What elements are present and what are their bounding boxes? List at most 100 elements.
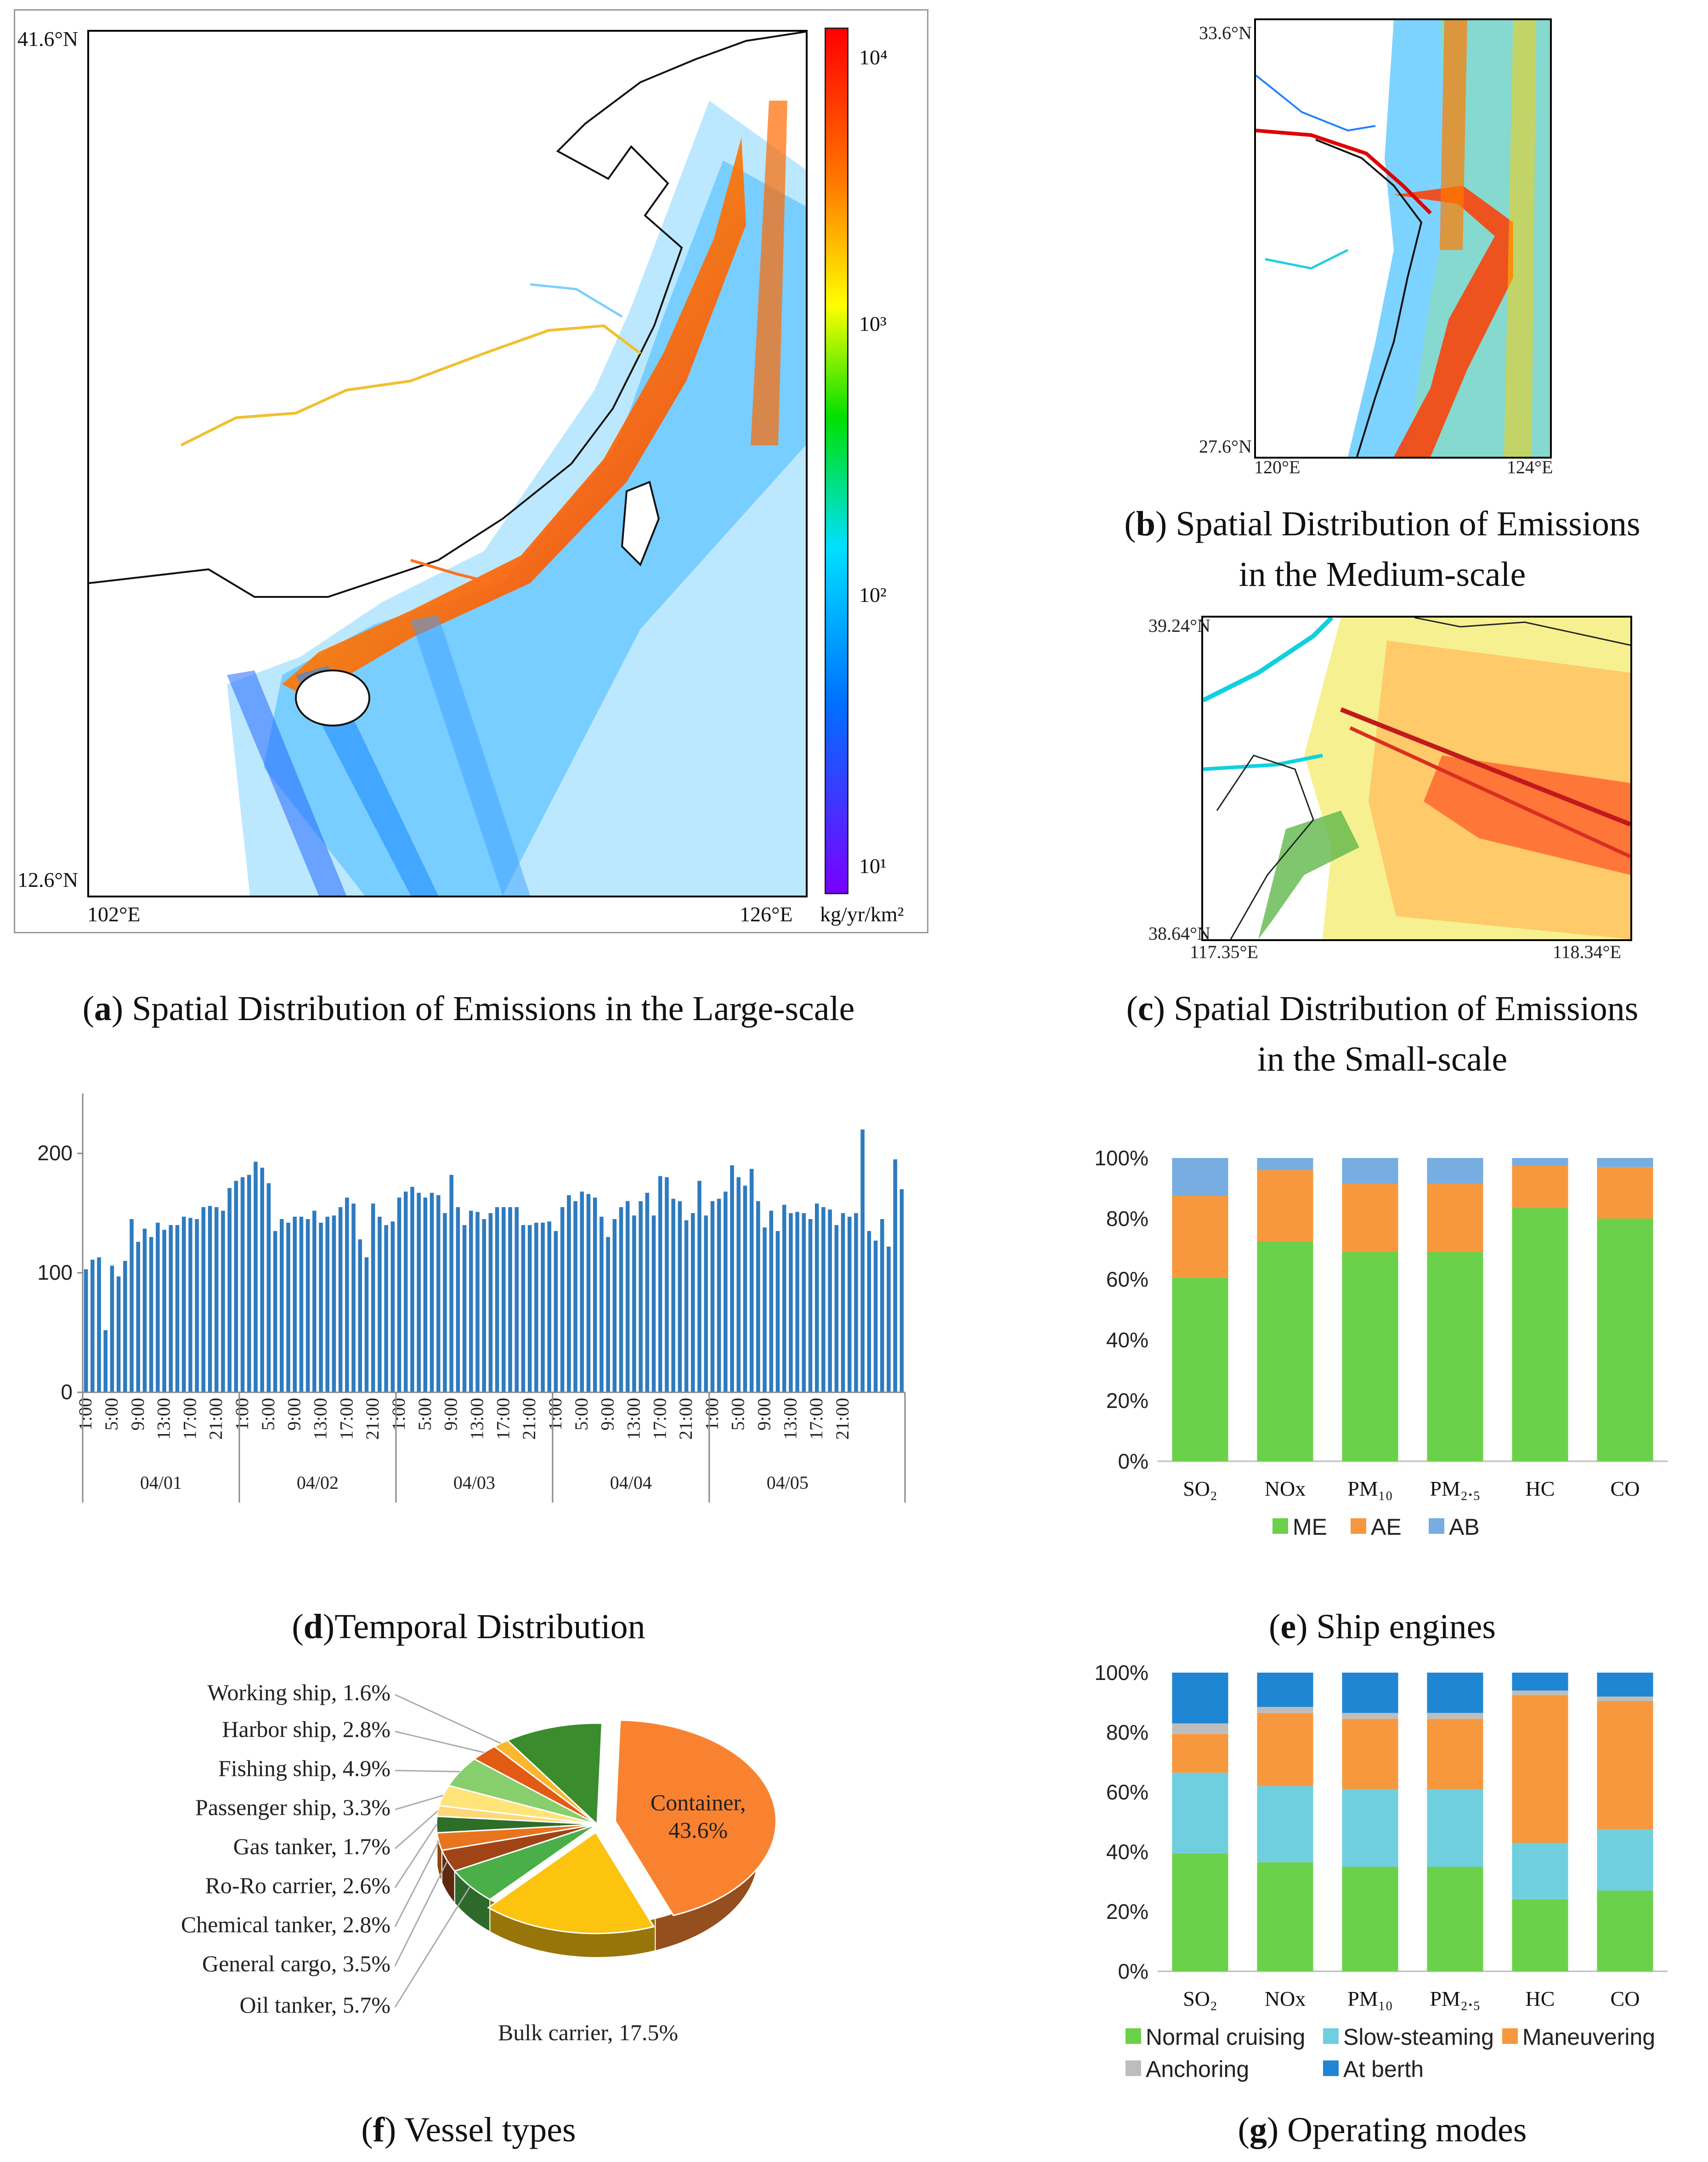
bar-d [338, 1207, 343, 1392]
chart-e: 0% 20% 40% 60% 80% 100% SO₂ NOx PM₁₀ PM₂.₅ HC CO ME A… [1094, 1146, 1668, 1540]
x-tick-label-e: PM₁₀ [1347, 1477, 1393, 1500]
map-a-lon-left: 102°E [87, 902, 141, 926]
x-tick-label-d: 1:00 [388, 1398, 409, 1430]
x-tick-label-d: 5:00 [258, 1398, 278, 1430]
pie-label-f: Gas tanker, 1.7% [233, 1833, 390, 1859]
bar-d [658, 1176, 662, 1392]
bar-d [90, 1260, 95, 1392]
x-tick-label-d: 21:00 [519, 1398, 539, 1440]
bar-d [651, 1215, 656, 1392]
bar-d [410, 1186, 414, 1392]
bar-d [586, 1194, 591, 1392]
bar-d [899, 1189, 904, 1392]
bar-e [1597, 1219, 1653, 1461]
bar-d [867, 1231, 871, 1392]
bar-d [619, 1207, 623, 1392]
bar-g [1257, 1713, 1313, 1786]
bar-d [541, 1222, 545, 1392]
bar-d [521, 1225, 526, 1392]
pie-label-bulk: Bulk carrier, 17.5% [498, 2020, 678, 2045]
x-tick-label-d: 21:00 [675, 1398, 696, 1440]
bar-d [266, 1183, 271, 1392]
bar-d [854, 1213, 858, 1392]
map-a-lat-bottom: 12.6°N [17, 868, 78, 891]
bar-e [1342, 1184, 1398, 1252]
bar-d [156, 1222, 160, 1392]
bar-d [247, 1175, 251, 1392]
bar-d [423, 1197, 428, 1392]
bar-d [717, 1198, 721, 1392]
bar-d [743, 1186, 747, 1392]
map-a-lon-right: 126°E [740, 902, 793, 926]
map-a-lat-top: 41.6°N [17, 27, 78, 51]
bar-g [1257, 1862, 1313, 1971]
bar-g [1512, 1900, 1568, 1971]
bar-g [1257, 1673, 1313, 1707]
map-b-lon-right: 124°E [1507, 457, 1553, 477]
pie-leader-f [395, 1794, 443, 1810]
bar-d [260, 1168, 264, 1392]
bar-g [1597, 1701, 1653, 1830]
bar-d [495, 1207, 499, 1392]
bar-d [273, 1231, 277, 1392]
pie-label-f: General cargo, 3.5% [202, 1951, 390, 1976]
bar-d [234, 1180, 238, 1392]
legend-swatch-e [1351, 1518, 1366, 1534]
bar-g [1342, 1789, 1398, 1867]
bar-e [1257, 1170, 1313, 1242]
x-tick-label-d: 13:00 [623, 1398, 644, 1440]
y-tick-label-e: 0% [1118, 1449, 1148, 1473]
bar-d [345, 1197, 349, 1392]
x-tick-label-d: 17:00 [336, 1398, 356, 1440]
pie-label-f: Fishing ship, 4.9% [218, 1755, 390, 1781]
bar-e [1342, 1158, 1398, 1184]
bar-e [1427, 1184, 1483, 1252]
bar-g [1427, 1789, 1483, 1867]
panel-a-frame [14, 9, 928, 933]
map-a-labels: 41.6°N 12.6°N 102°E 126°E 10⁴ 10³ 10² 10… [17, 27, 904, 926]
bar-d [782, 1204, 786, 1392]
x-tick-label-e: SO₂ [1183, 1477, 1217, 1500]
x-tick-label-d: 17:00 [649, 1398, 670, 1440]
y-tick-label-e: 80% [1106, 1207, 1148, 1231]
pie-label-container: Container, [650, 1790, 746, 1816]
bar-d [332, 1215, 336, 1392]
bar-d [880, 1219, 884, 1392]
bar-d [280, 1219, 284, 1392]
legend-label-e: ME [1293, 1514, 1327, 1540]
bar-g [1342, 1867, 1398, 1971]
caption-g: (g) Operating modes [1238, 2111, 1527, 2149]
x-tick-label-g: SO₂ [1183, 1987, 1217, 2010]
bar-d [534, 1222, 538, 1392]
bar-d [814, 1203, 819, 1392]
x-tick-label-d: 9:00 [284, 1398, 305, 1430]
legend-swatch-g [1502, 2028, 1518, 2044]
colorbar-tick-1e1: 10¹ [859, 854, 887, 878]
bar-g [1172, 1853, 1228, 1971]
bar-d [462, 1225, 467, 1392]
bar-d [821, 1207, 826, 1392]
bar-d [606, 1237, 610, 1392]
bar-g [1172, 1673, 1228, 1724]
pie-label-f: Passenger ship, 3.3% [195, 1794, 390, 1820]
x-tick-label-d: 13:00 [310, 1398, 331, 1440]
caption-b: (b) Spatial Distribution of Emissions in … [1124, 505, 1640, 594]
bar-d [554, 1231, 558, 1392]
bar-d [873, 1240, 878, 1392]
bar-e [1597, 1158, 1653, 1167]
bar-d [456, 1207, 460, 1392]
bar-e [1427, 1158, 1483, 1184]
bar-d [612, 1219, 617, 1392]
map-c-lat-top: 39.24°N [1148, 615, 1210, 636]
legend-swatch-e [1429, 1518, 1444, 1534]
bar-d [201, 1207, 206, 1392]
bar-d [645, 1192, 650, 1392]
bar-d [123, 1261, 127, 1392]
chart-g: 0% 20% 40% 60% 80% 100% SO₂ NOx PM₁₀ PM₂.₅ HC CO Nor… [1094, 1661, 1668, 2082]
y-tick-label-g: 40% [1106, 1840, 1148, 1864]
bar-d [351, 1203, 356, 1392]
day-label-d: 04/03 [453, 1472, 495, 1493]
bar-g [1597, 1829, 1653, 1891]
bar-d [188, 1218, 192, 1392]
bar-d [684, 1220, 689, 1392]
